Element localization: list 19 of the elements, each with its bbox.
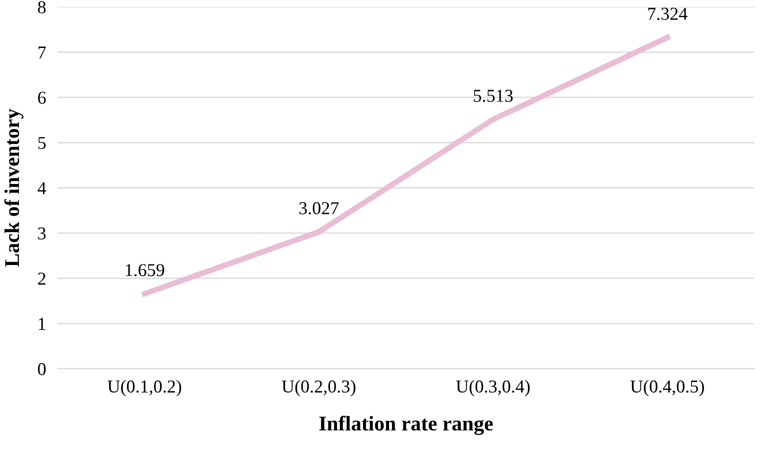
y-tick-label: 2 bbox=[38, 272, 46, 285]
x-tick-label: U(0.2,0.3) bbox=[282, 380, 356, 396]
data-label: 7.324 bbox=[648, 8, 688, 20]
y-tick-label: 0 bbox=[38, 363, 46, 376]
x-axis-title: Inflation rate range bbox=[319, 416, 493, 435]
y-tick-label: 6 bbox=[38, 92, 46, 104]
y-tick-label: 4 bbox=[38, 182, 46, 194]
x-tick-label: U(0.4,0.5) bbox=[630, 380, 704, 396]
y-tick-label: 5 bbox=[38, 137, 46, 150]
x-tick-label: U(0.3,0.4) bbox=[456, 380, 530, 396]
y-tick-label: 3 bbox=[38, 227, 46, 240]
y-axis-title: Lack of inventory bbox=[4, 108, 24, 267]
y-tick-label: 1 bbox=[38, 318, 46, 330]
y-tick-label: 8 bbox=[38, 1, 46, 14]
x-tick-label: U(0.1,0.2) bbox=[108, 380, 182, 396]
data-label: 5.513 bbox=[474, 90, 513, 102]
data-label: 3.027 bbox=[299, 202, 339, 214]
y-tick-label: 7 bbox=[38, 46, 46, 58]
data-label: 1.659 bbox=[126, 264, 164, 276]
